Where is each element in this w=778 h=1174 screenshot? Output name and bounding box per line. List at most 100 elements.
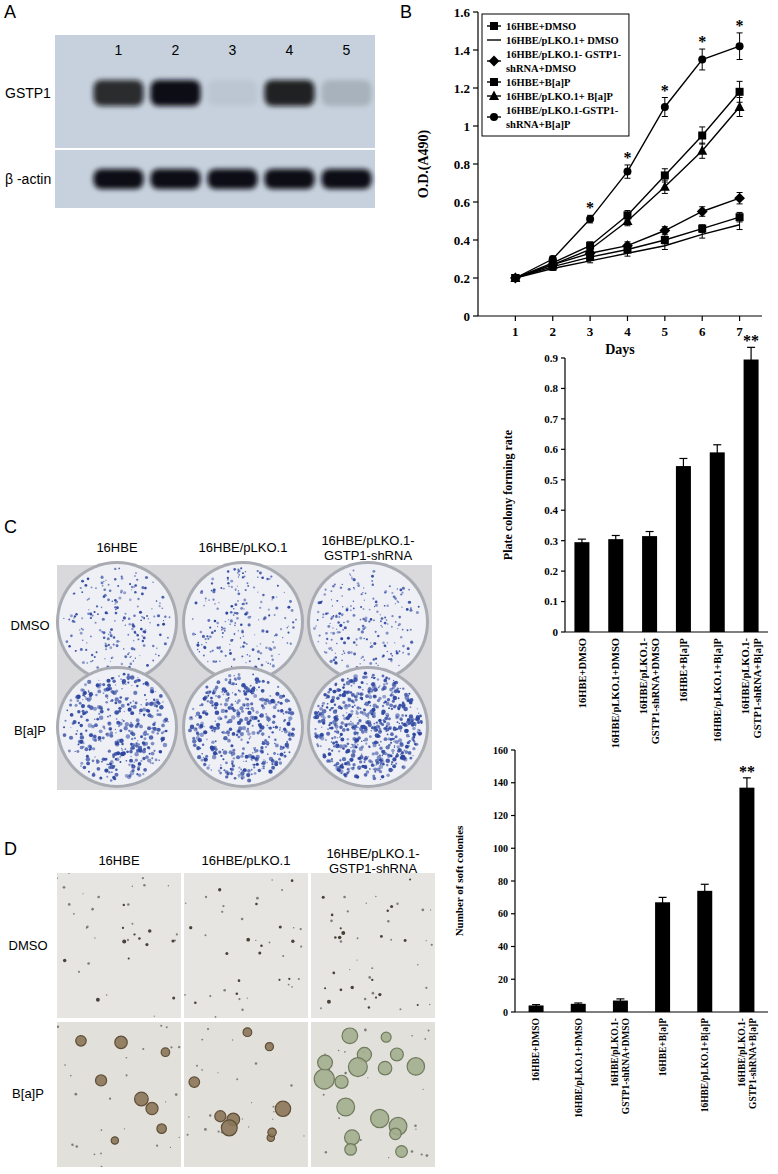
colony [94, 611, 96, 613]
colony [91, 725, 95, 729]
colony [380, 625, 381, 626]
colony [386, 632, 389, 635]
colony [72, 620, 75, 623]
category-label: 16HBE+DMSO [531, 1018, 541, 1081]
colony [265, 715, 268, 718]
colony [131, 705, 133, 707]
colony [128, 652, 130, 654]
colony [144, 694, 146, 696]
error-bar [550, 263, 556, 267]
colony [273, 752, 276, 755]
colony [134, 752, 138, 756]
colony [342, 584, 343, 585]
error-bar [512, 277, 518, 279]
colony [338, 616, 340, 618]
colony [104, 727, 106, 729]
data-point [659, 225, 670, 236]
colony [255, 749, 259, 753]
colony [219, 660, 221, 662]
colony [357, 628, 360, 631]
x-tick [515, 316, 516, 321]
colony [220, 755, 222, 757]
colony [237, 676, 241, 680]
colony [145, 734, 147, 736]
colony [192, 618, 194, 620]
annotation: ** [739, 763, 755, 780]
error-bar [737, 98, 743, 117]
colony [375, 601, 378, 604]
colony [140, 619, 142, 621]
colony [211, 747, 215, 751]
colony [232, 692, 233, 693]
colony [251, 759, 253, 761]
error-bar [737, 33, 743, 60]
colony [209, 765, 210, 766]
colony [109, 589, 112, 592]
colony [287, 606, 290, 609]
colony [131, 685, 132, 686]
colony [95, 622, 97, 624]
colony [116, 757, 120, 761]
colony [160, 737, 164, 741]
colony [230, 639, 233, 642]
colony [143, 737, 146, 740]
colony [87, 704, 91, 708]
colony [80, 632, 83, 635]
colony [233, 757, 235, 759]
colony [246, 643, 248, 645]
colony [370, 642, 371, 643]
colony [261, 576, 264, 579]
colony [221, 709, 225, 713]
colony [232, 682, 235, 685]
colony [375, 658, 377, 660]
error-cap [737, 81, 743, 82]
colony [243, 761, 244, 762]
error-cap [662, 234, 668, 235]
colony [243, 642, 245, 644]
colony [124, 748, 126, 750]
colony [207, 619, 210, 622]
colony [218, 602, 219, 603]
colony [239, 706, 243, 710]
text-line: 16HBE/pLKO.1- [737, 1018, 747, 1087]
colony [119, 641, 120, 642]
colony [215, 686, 219, 690]
colony [211, 741, 214, 744]
colony [98, 713, 100, 715]
colony [131, 628, 133, 630]
colony [130, 711, 134, 715]
error-bar [679, 458, 687, 473]
x-tick [590, 316, 591, 321]
colony [90, 733, 93, 736]
error-cap [550, 270, 556, 271]
error-cap [532, 1004, 540, 1005]
colony [207, 661, 209, 663]
colony [352, 744, 356, 748]
colony [98, 736, 102, 740]
colony [262, 680, 265, 683]
colony [343, 650, 345, 652]
y-tick-label: 1 [464, 119, 471, 134]
colony [161, 596, 164, 599]
colony [325, 642, 326, 643]
colony [242, 572, 244, 574]
data-point [734, 193, 745, 204]
colony [233, 675, 235, 677]
colony [335, 653, 336, 654]
colony [235, 683, 237, 685]
colony [110, 731, 113, 734]
colony [128, 708, 132, 712]
colony [195, 634, 196, 635]
colony [235, 679, 237, 681]
colony [228, 719, 233, 724]
x-tick-label: 5 [662, 324, 669, 339]
colony [271, 763, 273, 765]
colony [111, 600, 113, 602]
colony [139, 655, 140, 656]
colony [271, 731, 273, 733]
error-cap [699, 69, 705, 70]
colony [227, 582, 229, 584]
colony [105, 644, 108, 647]
colony [330, 660, 333, 663]
x-tick [702, 316, 703, 321]
